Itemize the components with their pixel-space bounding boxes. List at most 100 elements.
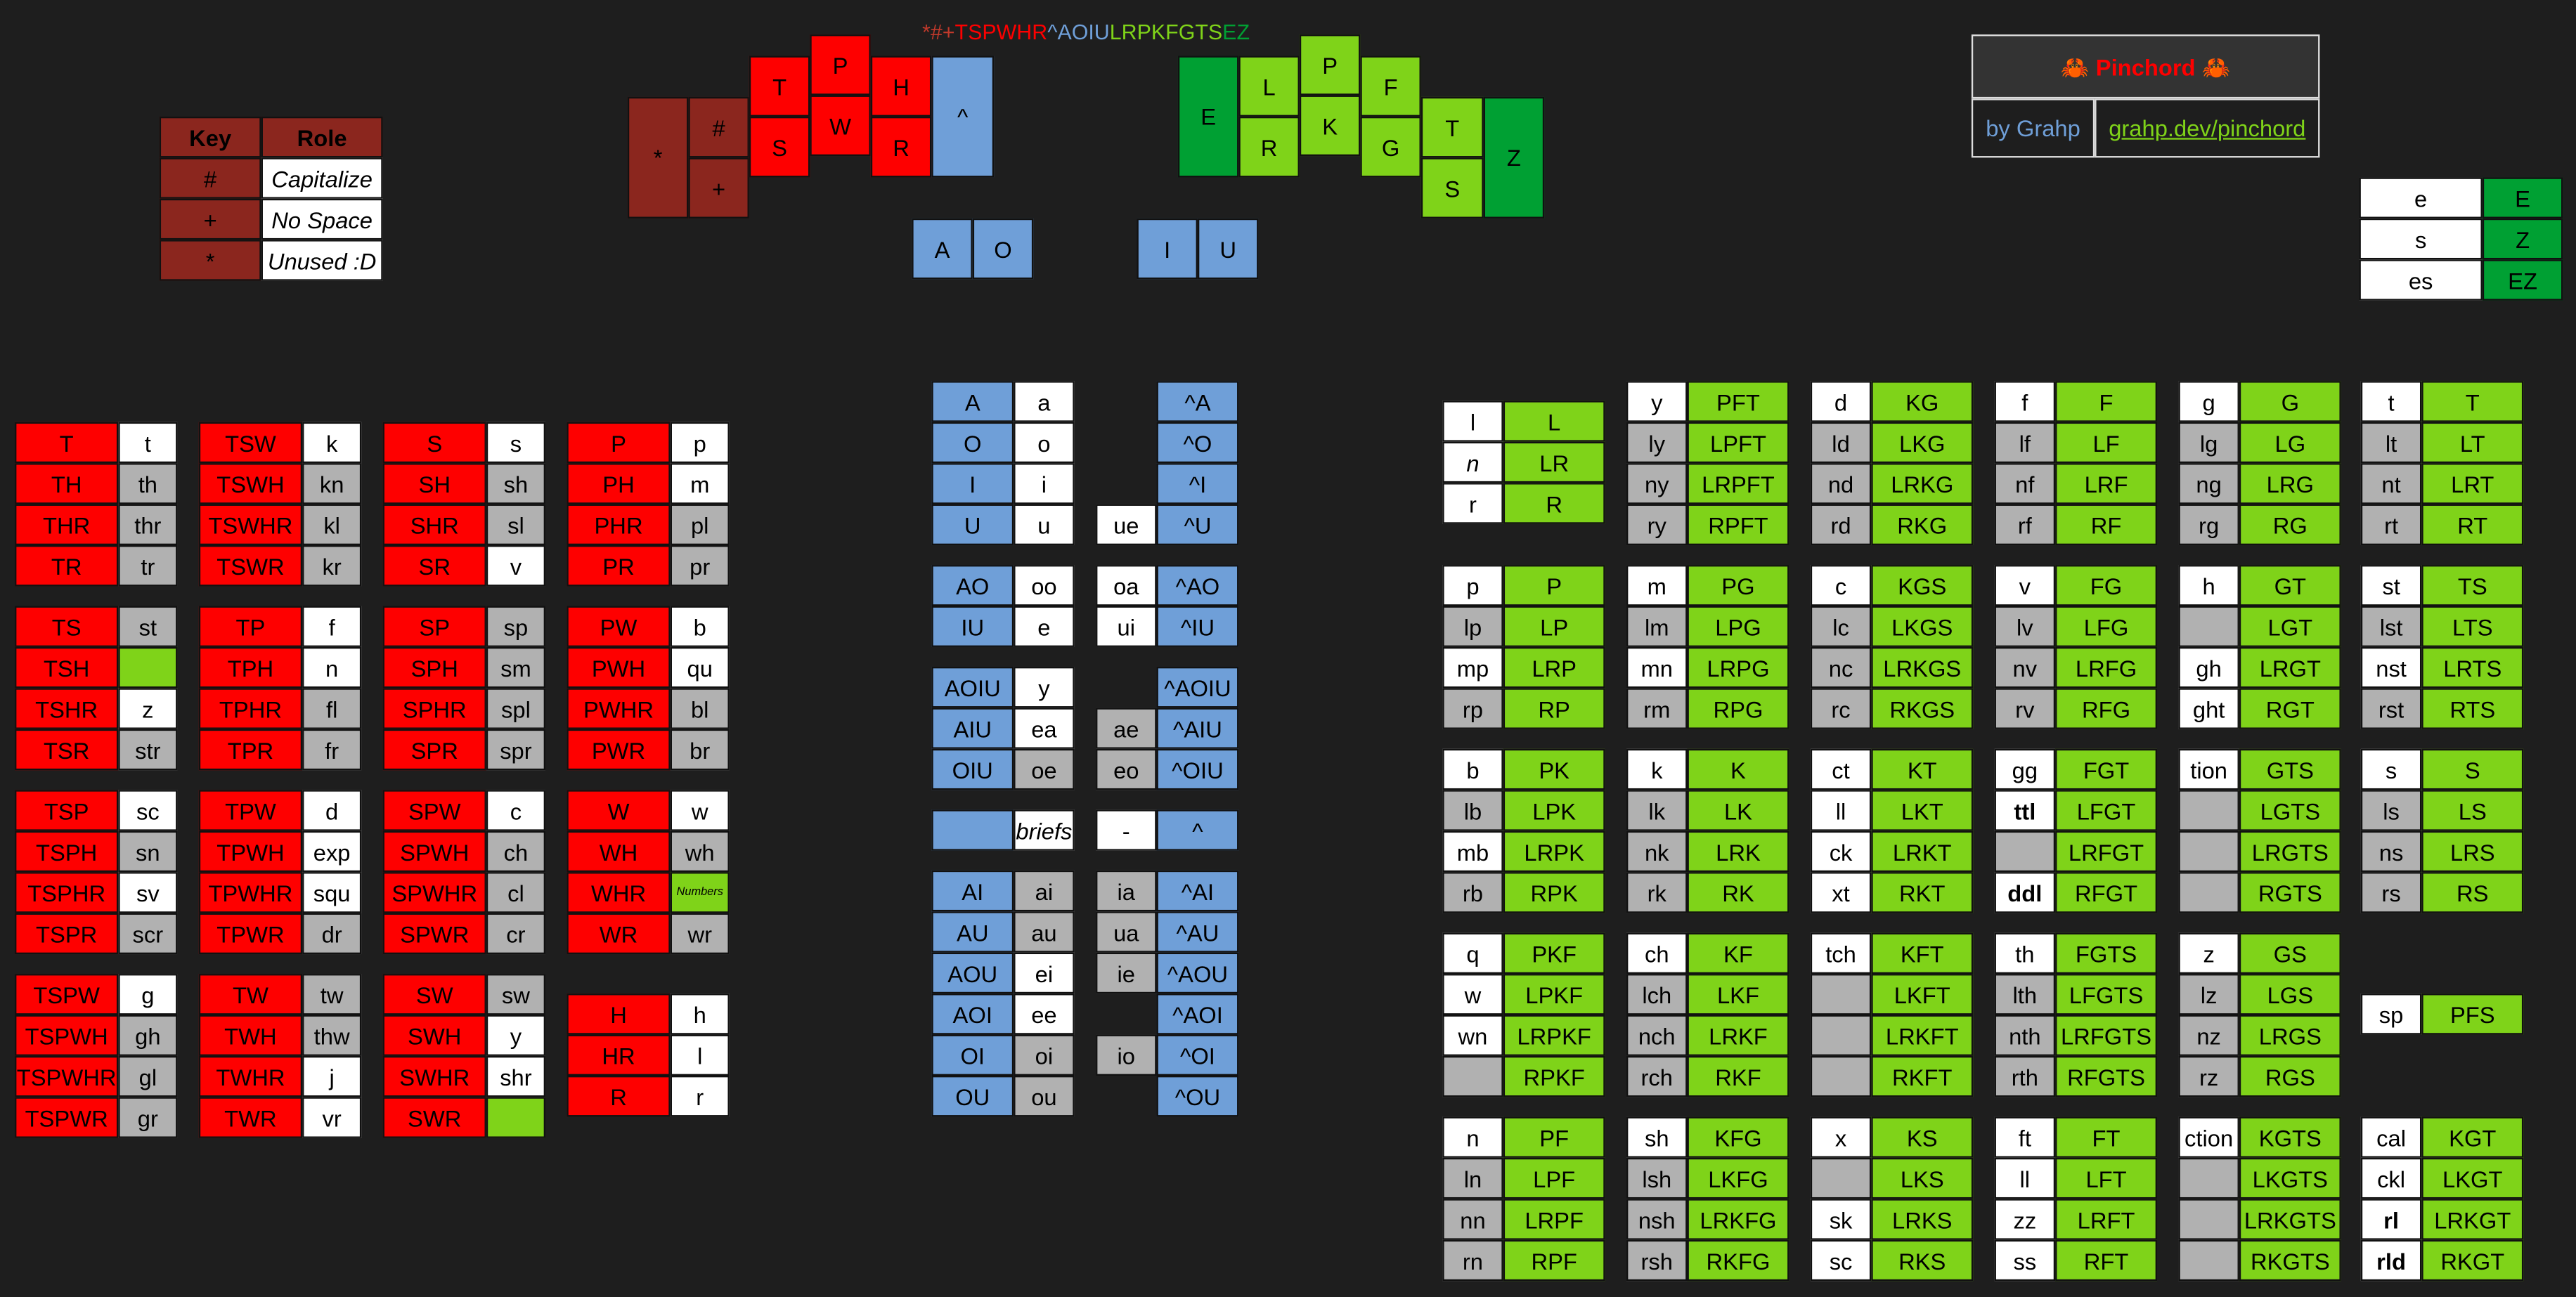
title-box-link[interactable]: grahp.dev/pinchord — [2095, 98, 2320, 158]
starter-chord-cell: TPW — [198, 790, 303, 831]
steno-key-left: S — [749, 116, 810, 178]
steno-order-segment: TSPWHR — [954, 20, 1048, 45]
starter-chord-cell: PW — [567, 606, 671, 647]
ender-chord-cell: F — [2055, 381, 2158, 422]
vowel-cap-cell: ^U — [1156, 504, 1239, 546]
ender-chord-cell: LKT — [1871, 790, 1974, 831]
ender-letter-cell: ft — [1994, 1116, 2056, 1158]
vowel-cap-cell: ^OU — [1156, 1075, 1239, 1117]
ender-chord-cell: RKFG — [1687, 1239, 1789, 1282]
starter-letter-cell: k — [302, 422, 362, 464]
steno-key-vowel: U — [1197, 218, 1259, 280]
starter-letter-cell: spr — [486, 729, 546, 771]
starter-letter-cell: w — [670, 790, 730, 831]
ender-chord-cell: LRPK — [1503, 830, 1605, 873]
starter-chord-cell: SPWHR — [382, 872, 486, 913]
ender-chord-cell: RKS — [1871, 1239, 1974, 1282]
steno-key-right: S — [1420, 157, 1484, 219]
ender-chord-cell: PG — [1687, 565, 1789, 606]
starter-letter-cell: m — [670, 463, 730, 504]
ender-letter-cell — [1810, 1055, 1872, 1097]
starter-letter-cell: gl — [118, 1055, 178, 1097]
ender-letter-cell: ll — [1810, 790, 1872, 831]
starter-chord-cell: TWHR — [198, 1055, 303, 1097]
suffix-chord-cell: Z — [2482, 218, 2563, 260]
starter-letter-cell — [486, 1097, 546, 1138]
vowel-alt-cell: ae — [1096, 708, 1157, 749]
vowel-alt-cell: io — [1096, 1034, 1157, 1076]
ender-chord-cell: PFT — [1687, 381, 1789, 422]
ender-chord-cell: LRPG — [1687, 646, 1789, 689]
steno-key-right: L — [1238, 56, 1300, 117]
ender-letter-cell: q — [1442, 932, 1503, 975]
starter-letter-cell: c — [486, 790, 546, 831]
ender-chord-cell: LKG — [1871, 422, 1974, 464]
steno-order-segment: LRPKFGTS — [1109, 20, 1223, 45]
ender-chord-cell: LRG — [2239, 463, 2341, 504]
ender-chord-cell: LRKGT — [2421, 1199, 2524, 1240]
starter-chord-cell: TSWR — [198, 545, 303, 587]
starter-letter-cell: fl — [302, 688, 362, 729]
starter-chord-cell: TSH — [15, 646, 119, 689]
starter-chord-cell: TSPH — [15, 830, 119, 873]
steno-key-right: T — [1420, 96, 1484, 158]
ender-chord-cell: LRS — [2421, 830, 2524, 873]
legend-role-cell: No Space — [261, 198, 383, 240]
ender-chord-cell: P — [1503, 565, 1605, 606]
vowel-chord-cell: U — [931, 504, 1014, 546]
ender-chord-cell: RPFT — [1687, 504, 1789, 546]
ender-letter-cell: ng — [2178, 463, 2239, 504]
ender-chord-cell: FG — [2055, 565, 2158, 606]
ender-letter-cell — [2178, 830, 2239, 873]
starter-letter-cell: sc — [118, 790, 178, 831]
vowel-cap-cell: ^AU — [1156, 911, 1239, 953]
ender-chord-cell: LPK — [1503, 790, 1605, 831]
ender-letter-cell — [2178, 1157, 2239, 1199]
ender-letter-cell: ckl — [2360, 1157, 2422, 1199]
ender-letter-cell: cal — [2360, 1116, 2422, 1158]
ender-letter-cell: lg — [2178, 422, 2239, 464]
starter-chord-cell: PR — [567, 545, 671, 587]
vowel-letter-cell: oe — [1014, 748, 1075, 790]
starter-letter-cell: pl — [670, 504, 730, 546]
ender-chord-cell: LKF — [1687, 974, 1789, 1015]
ender-letter-cell: rf — [1994, 504, 2056, 546]
ender-letter-cell: lt — [2360, 422, 2422, 464]
ender-letter-cell: n — [1442, 1116, 1503, 1158]
vowel-chord-cell: IU — [931, 606, 1014, 647]
starter-letter-cell: spl — [486, 688, 546, 729]
vowel-cap-cell: ^OIU — [1156, 748, 1239, 790]
starter-letter-cell: kl — [302, 504, 362, 546]
ender-chord-cell: LKGS — [1871, 606, 1974, 647]
starter-chord-cell: TPR — [198, 729, 303, 771]
ender-letter-cell: ss — [1994, 1239, 2056, 1282]
ender-letter-cell: rn — [1442, 1239, 1503, 1282]
ender-letter-cell: ttl — [1994, 790, 2056, 831]
ender-chord-cell: RKGS — [1871, 688, 1974, 729]
starter-chord-cell: TSPW — [15, 974, 119, 1015]
suffix-chord-cell: E — [2482, 177, 2563, 219]
starter-chord-cell: T — [15, 422, 119, 464]
starter-letter-cell: thw — [302, 1015, 362, 1056]
vowel-chord-cell: OIU — [931, 748, 1014, 790]
vowel-letter-cell: ei — [1014, 952, 1075, 994]
vowel-chord-cell: AOIU — [931, 666, 1014, 708]
ender-chord-cell: RKF — [1687, 1055, 1789, 1097]
ender-chord-cell: RS — [2421, 872, 2524, 913]
ender-chord-cell: R — [1503, 483, 1605, 524]
steno-key-left: H — [870, 56, 932, 117]
ender-chord-cell: RGS — [2239, 1055, 2341, 1097]
ender-letter-cell: g — [2178, 381, 2239, 422]
ender-letter-cell: h — [2178, 565, 2239, 606]
starter-letter-cell: scr — [118, 913, 178, 955]
ender-letter-cell — [2178, 1199, 2239, 1240]
starter-letter-cell: th — [118, 463, 178, 504]
ender-chord-cell: RKG — [1871, 504, 1974, 546]
starter-letter-cell: v — [486, 545, 546, 587]
ender-letter-cell: ry — [1626, 504, 1688, 546]
starter-chord-cell: TSPWR — [15, 1097, 119, 1138]
ender-letter-cell: nth — [1994, 1015, 2056, 1056]
ender-letter-cell: t — [2360, 381, 2422, 422]
starter-letter-cell: gh — [118, 1015, 178, 1056]
vowel-letter-cell: e — [1014, 606, 1075, 647]
